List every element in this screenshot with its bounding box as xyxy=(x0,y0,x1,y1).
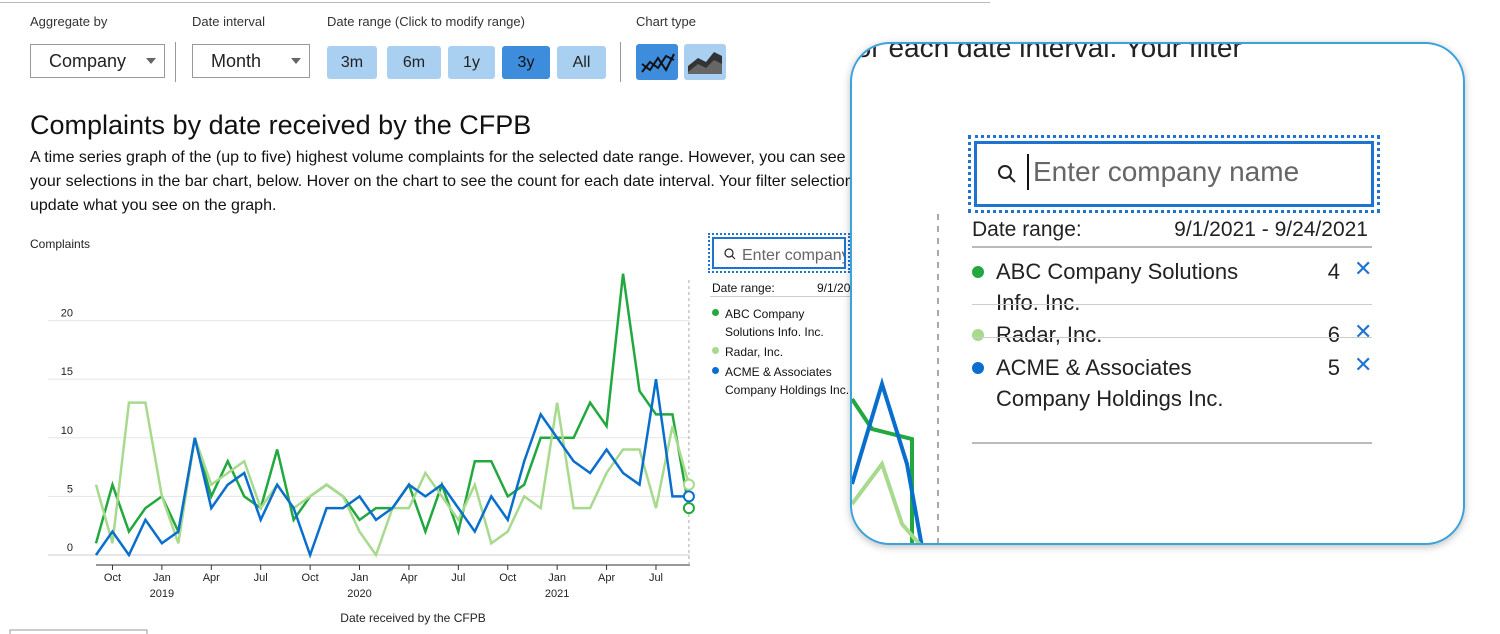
y-tick-label: 10 xyxy=(61,425,73,437)
range-button[interactable]: 3y xyxy=(502,46,550,79)
x-tick-label: Jan xyxy=(548,572,566,584)
x-tick-label: Jan xyxy=(351,572,369,584)
x-tick-label: Apr xyxy=(400,572,417,584)
line-chart-button[interactable] xyxy=(636,44,678,80)
zoom-rule xyxy=(972,442,1372,444)
aggregate-label: Aggregate by xyxy=(30,14,108,29)
caret xyxy=(1027,154,1029,190)
x-tick-label: Jul xyxy=(254,572,268,584)
legend-count: 4 xyxy=(1327,259,1340,284)
y-tick-label: 20 xyxy=(61,308,73,320)
zoom-search-placeholder: Enter company name xyxy=(1033,156,1300,187)
interval-select[interactable]: Month xyxy=(192,44,310,78)
zoom-date-label: Date range: xyxy=(972,218,1082,241)
remove-button[interactable]: ✕ xyxy=(1354,256,1373,281)
y-tick-label: 5 xyxy=(67,483,73,495)
legend-name: ABC Company Solutions Info. Inc. xyxy=(725,307,824,339)
legend-rule xyxy=(972,304,1372,305)
x-tick-label: Apr xyxy=(598,572,615,584)
series-line xyxy=(94,401,691,558)
interval-value: Month xyxy=(211,51,262,71)
zoom-date-range: 9/1/2021 - 9/24/2021 xyxy=(1174,218,1368,241)
zoom-search-inner: Enter company name xyxy=(974,141,1374,207)
legend-rule xyxy=(972,337,1372,338)
range-button[interactable]: 6m xyxy=(387,46,441,79)
legend-name: Radar, Inc. xyxy=(996,322,1103,347)
x-tick-label: Apr xyxy=(203,572,220,584)
chart-title: Complaints by date received by the CFPB xyxy=(30,110,532,140)
legend-name: ABC Company Solutions Info. Inc. xyxy=(996,259,1239,315)
zoom-overlay: for each date interval. Your filter Ente… xyxy=(850,42,1465,545)
hover-point xyxy=(682,490,695,503)
aggregate-select[interactable]: Company xyxy=(30,44,165,78)
legend-dot xyxy=(972,362,984,374)
y-tick-label: 15 xyxy=(61,366,73,378)
range-button[interactable]: 3m xyxy=(327,46,377,79)
legend-dot xyxy=(972,266,984,278)
x-axis-title: Date received by the CFPB xyxy=(340,611,485,625)
zoom-lines xyxy=(852,214,939,543)
small-search-placeholder: Enter company name xyxy=(742,247,846,264)
hover-point xyxy=(682,478,695,491)
x-year-label: 2019 xyxy=(150,588,174,600)
legend-count: 6 xyxy=(1327,322,1340,347)
chart-description: A time series graph of the (up to five) … xyxy=(30,149,889,214)
x-tick-label: Oct xyxy=(302,572,319,584)
legend-name: ACME & Associates Company Holdings Inc. xyxy=(996,355,1224,411)
zoom-caption: for each date interval. Your filter xyxy=(850,42,1242,63)
range-button[interactable]: 1y xyxy=(448,46,495,79)
small-search-inner: Enter company name xyxy=(712,237,846,269)
zoom-rule xyxy=(972,246,1372,248)
hover-point xyxy=(682,502,695,515)
zoom-search[interactable]: Enter company name xyxy=(968,135,1380,213)
legend-dot xyxy=(972,329,984,341)
bottom-box xyxy=(9,629,148,634)
small-date-label: Date range: xyxy=(712,281,775,295)
x-tick-label: Oct xyxy=(104,572,121,584)
y-axis-title: Complaints xyxy=(30,237,90,251)
line-icon xyxy=(641,53,675,73)
separator xyxy=(620,42,621,82)
interval-label: Date interval xyxy=(192,14,265,29)
aggregate-value: Company xyxy=(49,51,127,71)
area-icon xyxy=(688,52,722,74)
legend-count: 5 xyxy=(1327,355,1340,380)
legend-name: Radar, Inc. xyxy=(725,345,784,359)
series-line xyxy=(94,379,689,559)
remove-button[interactable]: ✕ xyxy=(1354,352,1373,377)
legend-dot xyxy=(712,367,719,374)
top-rule xyxy=(0,2,990,3)
dropdown-arrow xyxy=(146,58,156,64)
x-tick-label: Jul xyxy=(649,572,663,584)
remove-button[interactable]: ✕ xyxy=(1354,319,1373,344)
x-year-label: 2021 xyxy=(545,588,569,600)
small-search[interactable]: Enter company name xyxy=(708,233,850,273)
separator xyxy=(175,42,176,82)
dropdown-arrow xyxy=(291,58,301,64)
small-rule xyxy=(710,296,850,297)
legend-name: ACME & Associates Company Holdings Inc. xyxy=(725,365,850,397)
range-label: Date range (Click to modify range) xyxy=(327,14,525,29)
range-button[interactable]: All xyxy=(557,46,606,79)
x-tick-label: Oct xyxy=(499,572,516,584)
chart-type-label: Chart type xyxy=(636,14,696,29)
x-tick-label: Jul xyxy=(451,572,465,584)
x-year-label: 2020 xyxy=(347,588,371,600)
y-tick-label: 0 xyxy=(67,542,73,554)
legend-dot xyxy=(712,309,719,316)
search-icon xyxy=(998,165,1016,183)
area-chart-button[interactable] xyxy=(684,44,726,80)
legend-dot xyxy=(712,347,719,354)
x-tick-label: Jan xyxy=(153,572,171,584)
search-icon xyxy=(724,248,736,260)
